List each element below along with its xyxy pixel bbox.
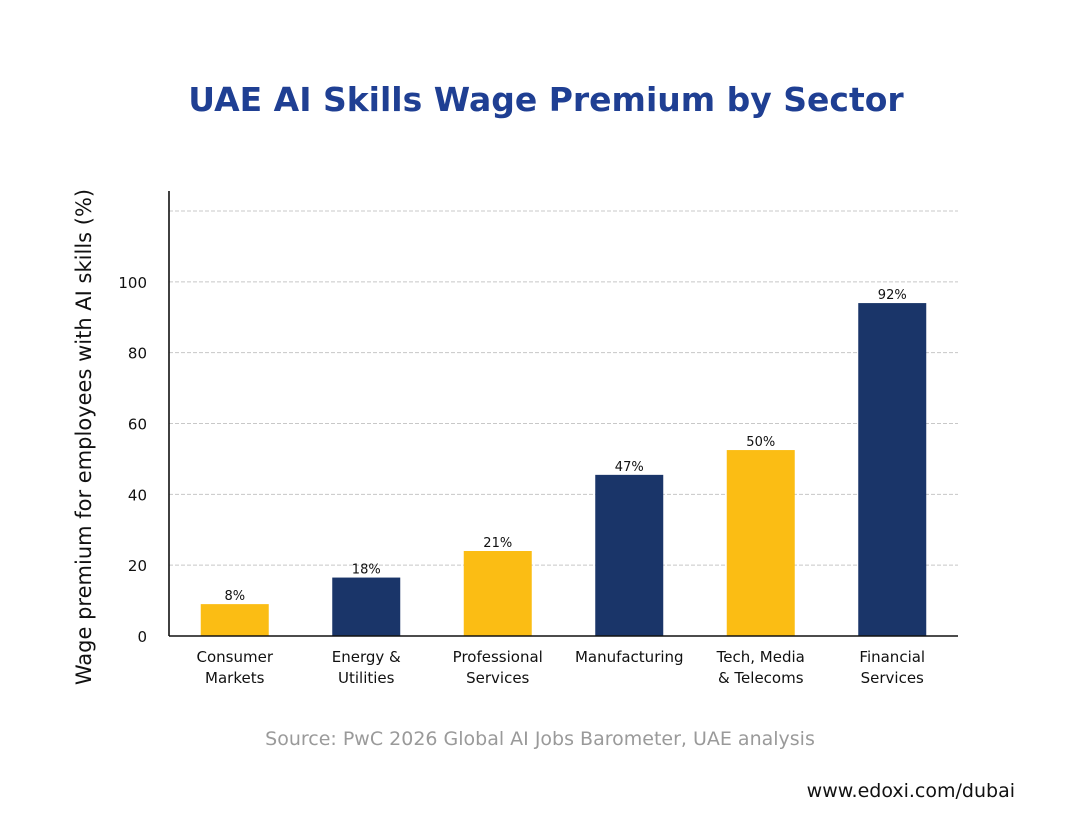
x-tick-labels: Consumer Markets Energy & Utilities Professi… <box>197 648 926 687</box>
x-tick-label-0-1: Markets <box>205 669 265 687</box>
x-tick-label-5-0: Financial <box>859 648 925 666</box>
y-tick-labels: 0 20 40 60 80 100 <box>118 274 147 646</box>
x-tick-label-1-0: Energy & <box>332 648 401 666</box>
x-tick-label-5-1: Services <box>861 669 924 687</box>
y-tick-label-80: 80 <box>128 345 147 363</box>
chart-title: UAE AI Skills Wage Premium by Sector <box>188 80 904 119</box>
bar-3 <box>595 474 664 636</box>
bar-5 <box>858 303 927 636</box>
value-label-3: 47% <box>615 460 644 475</box>
bars <box>200 303 927 636</box>
value-label-5: 92% <box>878 288 907 303</box>
bar-0 <box>200 604 269 636</box>
y-axis-label: Wage premium for employees with AI skill… <box>72 189 96 685</box>
value-label-0: 8% <box>224 589 245 604</box>
bar-2 <box>463 551 532 636</box>
y-tick-label-100: 100 <box>118 274 147 292</box>
y-tick-label-60: 60 <box>128 416 147 434</box>
gridlines <box>169 210 958 566</box>
y-tick-label-20: 20 <box>128 557 147 575</box>
x-tick-label-4-1: & Telecoms <box>718 669 804 687</box>
y-tick-label-40: 40 <box>128 486 147 504</box>
x-tick-label-0-0: Consumer <box>197 648 274 666</box>
x-tick-label-1-1: Utilities <box>338 669 395 687</box>
x-tick-label-2-0: Professional <box>453 648 543 666</box>
value-label-1: 18% <box>352 563 381 578</box>
value-label-2: 21% <box>483 536 512 551</box>
x-tick-label-2-1: Services <box>466 669 529 687</box>
website-link[interactable]: www.edoxi.com/dubai <box>807 780 1015 802</box>
source-note: Source: PwC 2026 Global AI Jobs Baromete… <box>265 728 815 750</box>
y-tick-label-0: 0 <box>137 628 147 646</box>
value-label-4: 50% <box>746 435 775 450</box>
x-tick-label-4-0: Tech, Media <box>716 648 805 666</box>
x-tick-label-3-0: Manufacturing <box>575 648 684 666</box>
bar-1 <box>332 577 401 636</box>
bar-4 <box>726 450 795 636</box>
value-labels: 8% 18% 21% 47% 50% 92% <box>224 288 906 604</box>
